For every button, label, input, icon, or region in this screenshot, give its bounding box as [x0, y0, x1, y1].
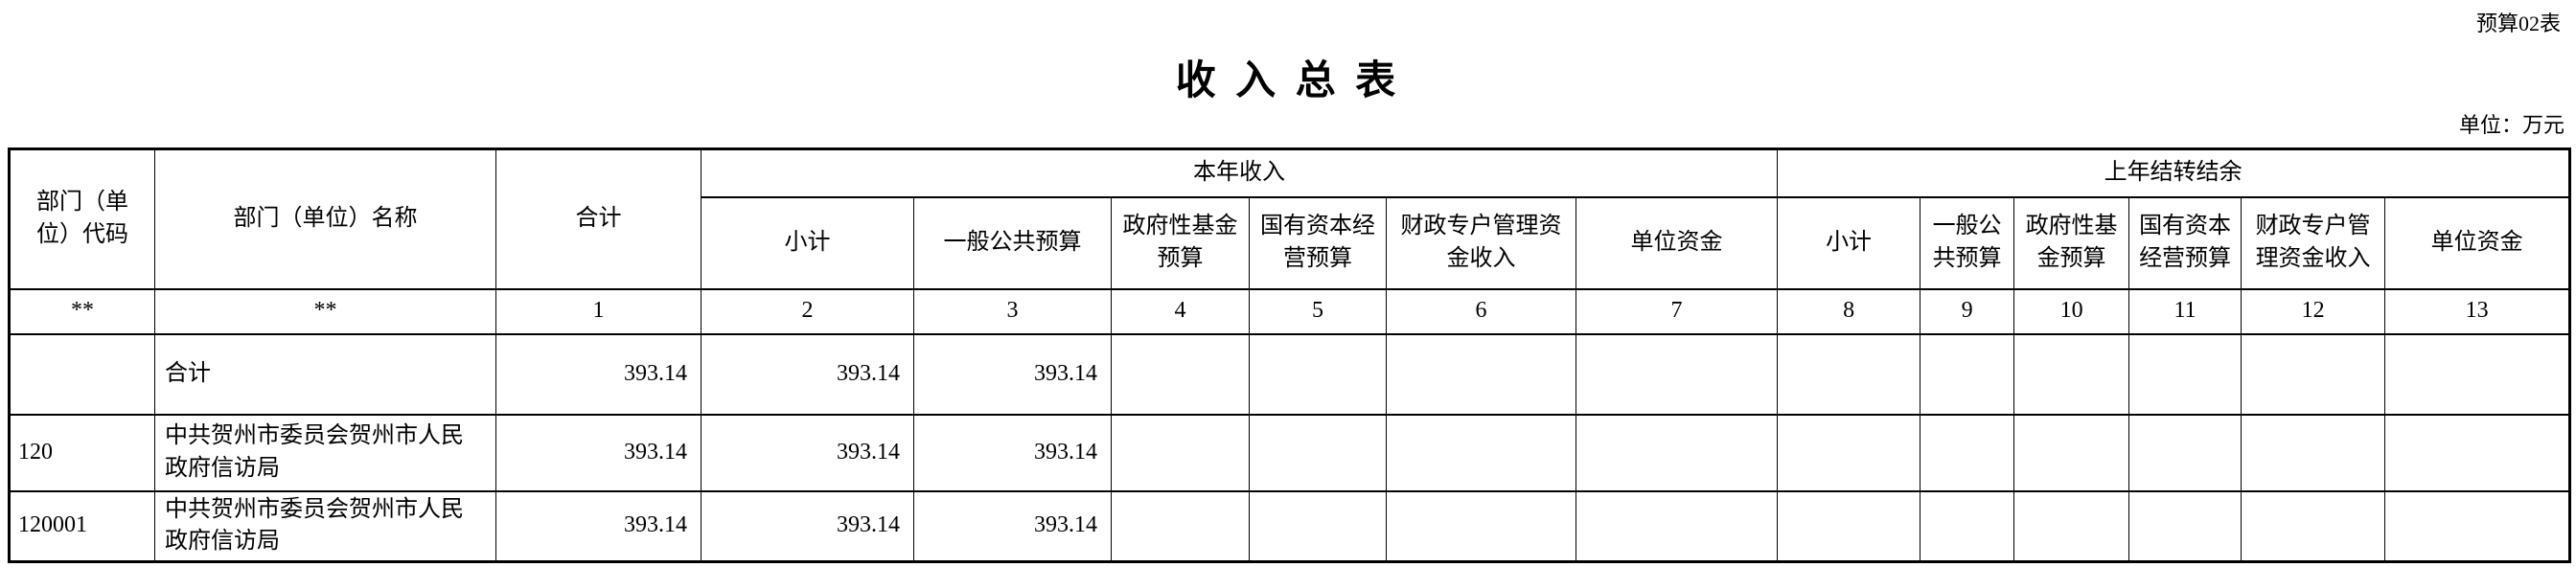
cell-value: 393.14 — [701, 489, 914, 563]
header-sub-row: 小计 一般公共预算 政府性基金预算 国有资本经营预算 财政专户管理资金收入 单位… — [10, 195, 2571, 290]
header-name: 部门（单位）名称 — [154, 147, 496, 290]
cell-value — [2013, 489, 2130, 563]
unit-note: 单位：万元 — [2458, 113, 2564, 137]
cell-value: 393.14 — [701, 332, 914, 416]
header-py-fiscal-account-income: 财政专户管理资金收入 — [2241, 195, 2386, 290]
header-py-subtotal: 小计 — [1777, 195, 1921, 290]
cell-value — [1249, 413, 1387, 492]
cell-value — [1111, 413, 1250, 492]
header-cy-state-capital-budget: 国有资本经营预算 — [1249, 195, 1387, 290]
cell-code: 120001 — [9, 489, 155, 563]
form-number-label: 预算02表 — [2475, 11, 2561, 35]
index-cell: ** — [9, 287, 155, 335]
column-index-row: ** ** 1 2 3 4 5 6 7 8 9 10 11 12 13 — [9, 287, 2571, 335]
header-group-current-year: 本年收入 — [700, 147, 1779, 198]
cell-value — [1777, 413, 1921, 492]
cell-value — [2241, 332, 2386, 416]
cell-value: 393.14 — [913, 332, 1112, 416]
income-summary-table: 部门（单位）代码 部门（单位）名称 合计 本年收入 上年结转结余 小计 一般公共… — [8, 147, 2572, 563]
index-cell: 2 — [701, 287, 914, 335]
index-cell: 9 — [1920, 287, 2015, 335]
table-row-total: 合计 393.14 393.14 393.14 — [9, 332, 2571, 416]
cell-value: 393.14 — [701, 413, 914, 492]
table-row-120001: 120001 中共贺州市委员会贺州市人民政府信访局 393.14 393.14 … — [9, 489, 2571, 563]
cell-value — [1111, 332, 1250, 416]
cell-code: 120 — [9, 413, 155, 492]
header-cy-general-budget: 一般公共预算 — [913, 195, 1112, 290]
header-group-row: 部门（单位）代码 部门（单位）名称 合计 本年收入 上年结转结余 — [9, 147, 2571, 290]
cell-value — [1777, 489, 1921, 563]
cell-value: 393.14 — [495, 332, 702, 416]
index-cell: 1 — [495, 287, 702, 335]
cell-value — [2013, 332, 2130, 416]
cell-value — [1386, 489, 1576, 563]
header-py-unit-funds: 单位资金 — [2384, 195, 2571, 290]
cell-value — [1575, 489, 1779, 563]
cell-value — [2384, 332, 2571, 416]
index-cell: 3 — [913, 287, 1112, 335]
cell-value — [1386, 413, 1576, 492]
header-py-gov-fund-budget: 政府性基金预算 — [2013, 195, 2130, 290]
header-cy-fiscal-account-income: 财政专户管理资金收入 — [1386, 195, 1576, 290]
index-cell: 10 — [2013, 287, 2130, 335]
header-cy-subtotal: 小计 — [701, 195, 914, 290]
cell-value — [1249, 489, 1387, 563]
cell-value: 393.14 — [913, 413, 1112, 492]
header-total: 合计 — [495, 147, 702, 290]
cell-value — [2241, 413, 2386, 492]
header-code: 部门（单位）代码 — [9, 147, 155, 290]
cell-value: 393.14 — [913, 489, 1112, 563]
cell-value — [1920, 413, 2015, 492]
cell-value — [1111, 489, 1250, 563]
cell-value — [1920, 332, 2015, 416]
cell-value — [2013, 413, 2130, 492]
index-cell: 7 — [1575, 287, 1779, 335]
header-py-state-capital-budget: 国有资本经营预算 — [2128, 195, 2242, 290]
cell-value: 393.14 — [495, 413, 702, 492]
header-cy-gov-fund-budget: 政府性基金预算 — [1111, 195, 1250, 290]
index-cell: 13 — [2384, 287, 2571, 335]
cell-name: 中共贺州市委员会贺州市人民政府信访局 — [154, 413, 496, 492]
index-cell: 4 — [1111, 287, 1250, 335]
index-cell: 8 — [1777, 287, 1921, 335]
page-title: 收 入 总 表 — [1175, 59, 1401, 103]
cell-value — [2128, 489, 2242, 563]
cell-value — [1249, 332, 1387, 416]
index-cell: 11 — [2128, 287, 2242, 335]
header-py-general-budget: 一般公共预算 — [1920, 195, 2015, 290]
cell-value — [1575, 332, 1779, 416]
index-cell: 5 — [1249, 287, 1387, 335]
header-group-prior-year: 上年结转结余 — [1777, 147, 2571, 198]
cell-code — [9, 332, 155, 416]
cell-value — [2241, 489, 2386, 563]
cell-name: 中共贺州市委员会贺州市人民政府信访局 — [154, 489, 496, 563]
cell-value: 393.14 — [495, 489, 702, 563]
cell-value — [1920, 489, 2015, 563]
cell-name: 合计 — [154, 332, 496, 416]
cell-value — [2128, 413, 2242, 492]
index-cell: 12 — [2241, 287, 2386, 335]
table-row-120: 120 中共贺州市委员会贺州市人民政府信访局 393.14 393.14 393… — [9, 413, 2571, 492]
cell-value — [1386, 332, 1576, 416]
cell-value — [1575, 413, 1779, 492]
index-cell: ** — [154, 287, 496, 335]
cell-value — [2384, 413, 2571, 492]
header-cy-unit-funds: 单位资金 — [1575, 195, 1779, 290]
cell-value — [2384, 489, 2571, 563]
cell-value — [1777, 332, 1921, 416]
index-cell: 6 — [1386, 287, 1576, 335]
cell-value — [2128, 332, 2242, 416]
